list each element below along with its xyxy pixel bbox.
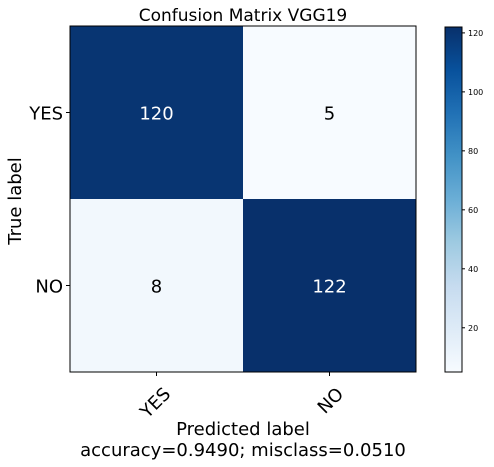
accuracy-footer: accuracy=0.9490; misclass=0.0510 bbox=[80, 440, 406, 461]
y-axis-label: True label bbox=[5, 157, 26, 246]
colorbar bbox=[444, 26, 463, 373]
y-tick-label: NO bbox=[35, 277, 63, 298]
cell-value-label: 122 bbox=[312, 277, 346, 298]
colorbar-ticks: 20 40 60 80 100 120 bbox=[462, 29, 483, 333]
x-axis-ticks: YES NO bbox=[136, 372, 348, 423]
cell-value-label: 120 bbox=[139, 104, 173, 125]
colorbar-tick-label: 60 bbox=[468, 206, 478, 215]
x-axis-label: Predicted label bbox=[176, 419, 310, 440]
y-tick-label: YES bbox=[28, 104, 63, 125]
x-tick-label: NO bbox=[314, 384, 348, 418]
matrix-cell bbox=[70, 199, 243, 372]
matrix-cell bbox=[243, 199, 416, 372]
matrix-cell bbox=[243, 26, 416, 199]
plot-frame bbox=[69, 25, 417, 373]
matrix-cell bbox=[70, 26, 243, 199]
colorbar-tick-label: 40 bbox=[468, 265, 478, 274]
cell-value-label: 8 bbox=[151, 277, 162, 298]
matrix-cell-labels: 120 5 8 122 bbox=[139, 104, 346, 298]
y-axis-ticks: YES NO bbox=[28, 104, 70, 298]
colorbar-tick-label: 80 bbox=[468, 147, 478, 156]
matrix-cells bbox=[70, 26, 416, 372]
colorbar-tick-label: 20 bbox=[468, 324, 478, 333]
colorbar-tick-label: 120 bbox=[468, 29, 483, 38]
chart-title: Confusion Matrix VGG19 bbox=[139, 6, 348, 26]
x-tick-label: YES bbox=[136, 384, 175, 423]
cell-value-label: 5 bbox=[324, 104, 335, 125]
colorbar-tick-label: 100 bbox=[468, 88, 483, 97]
